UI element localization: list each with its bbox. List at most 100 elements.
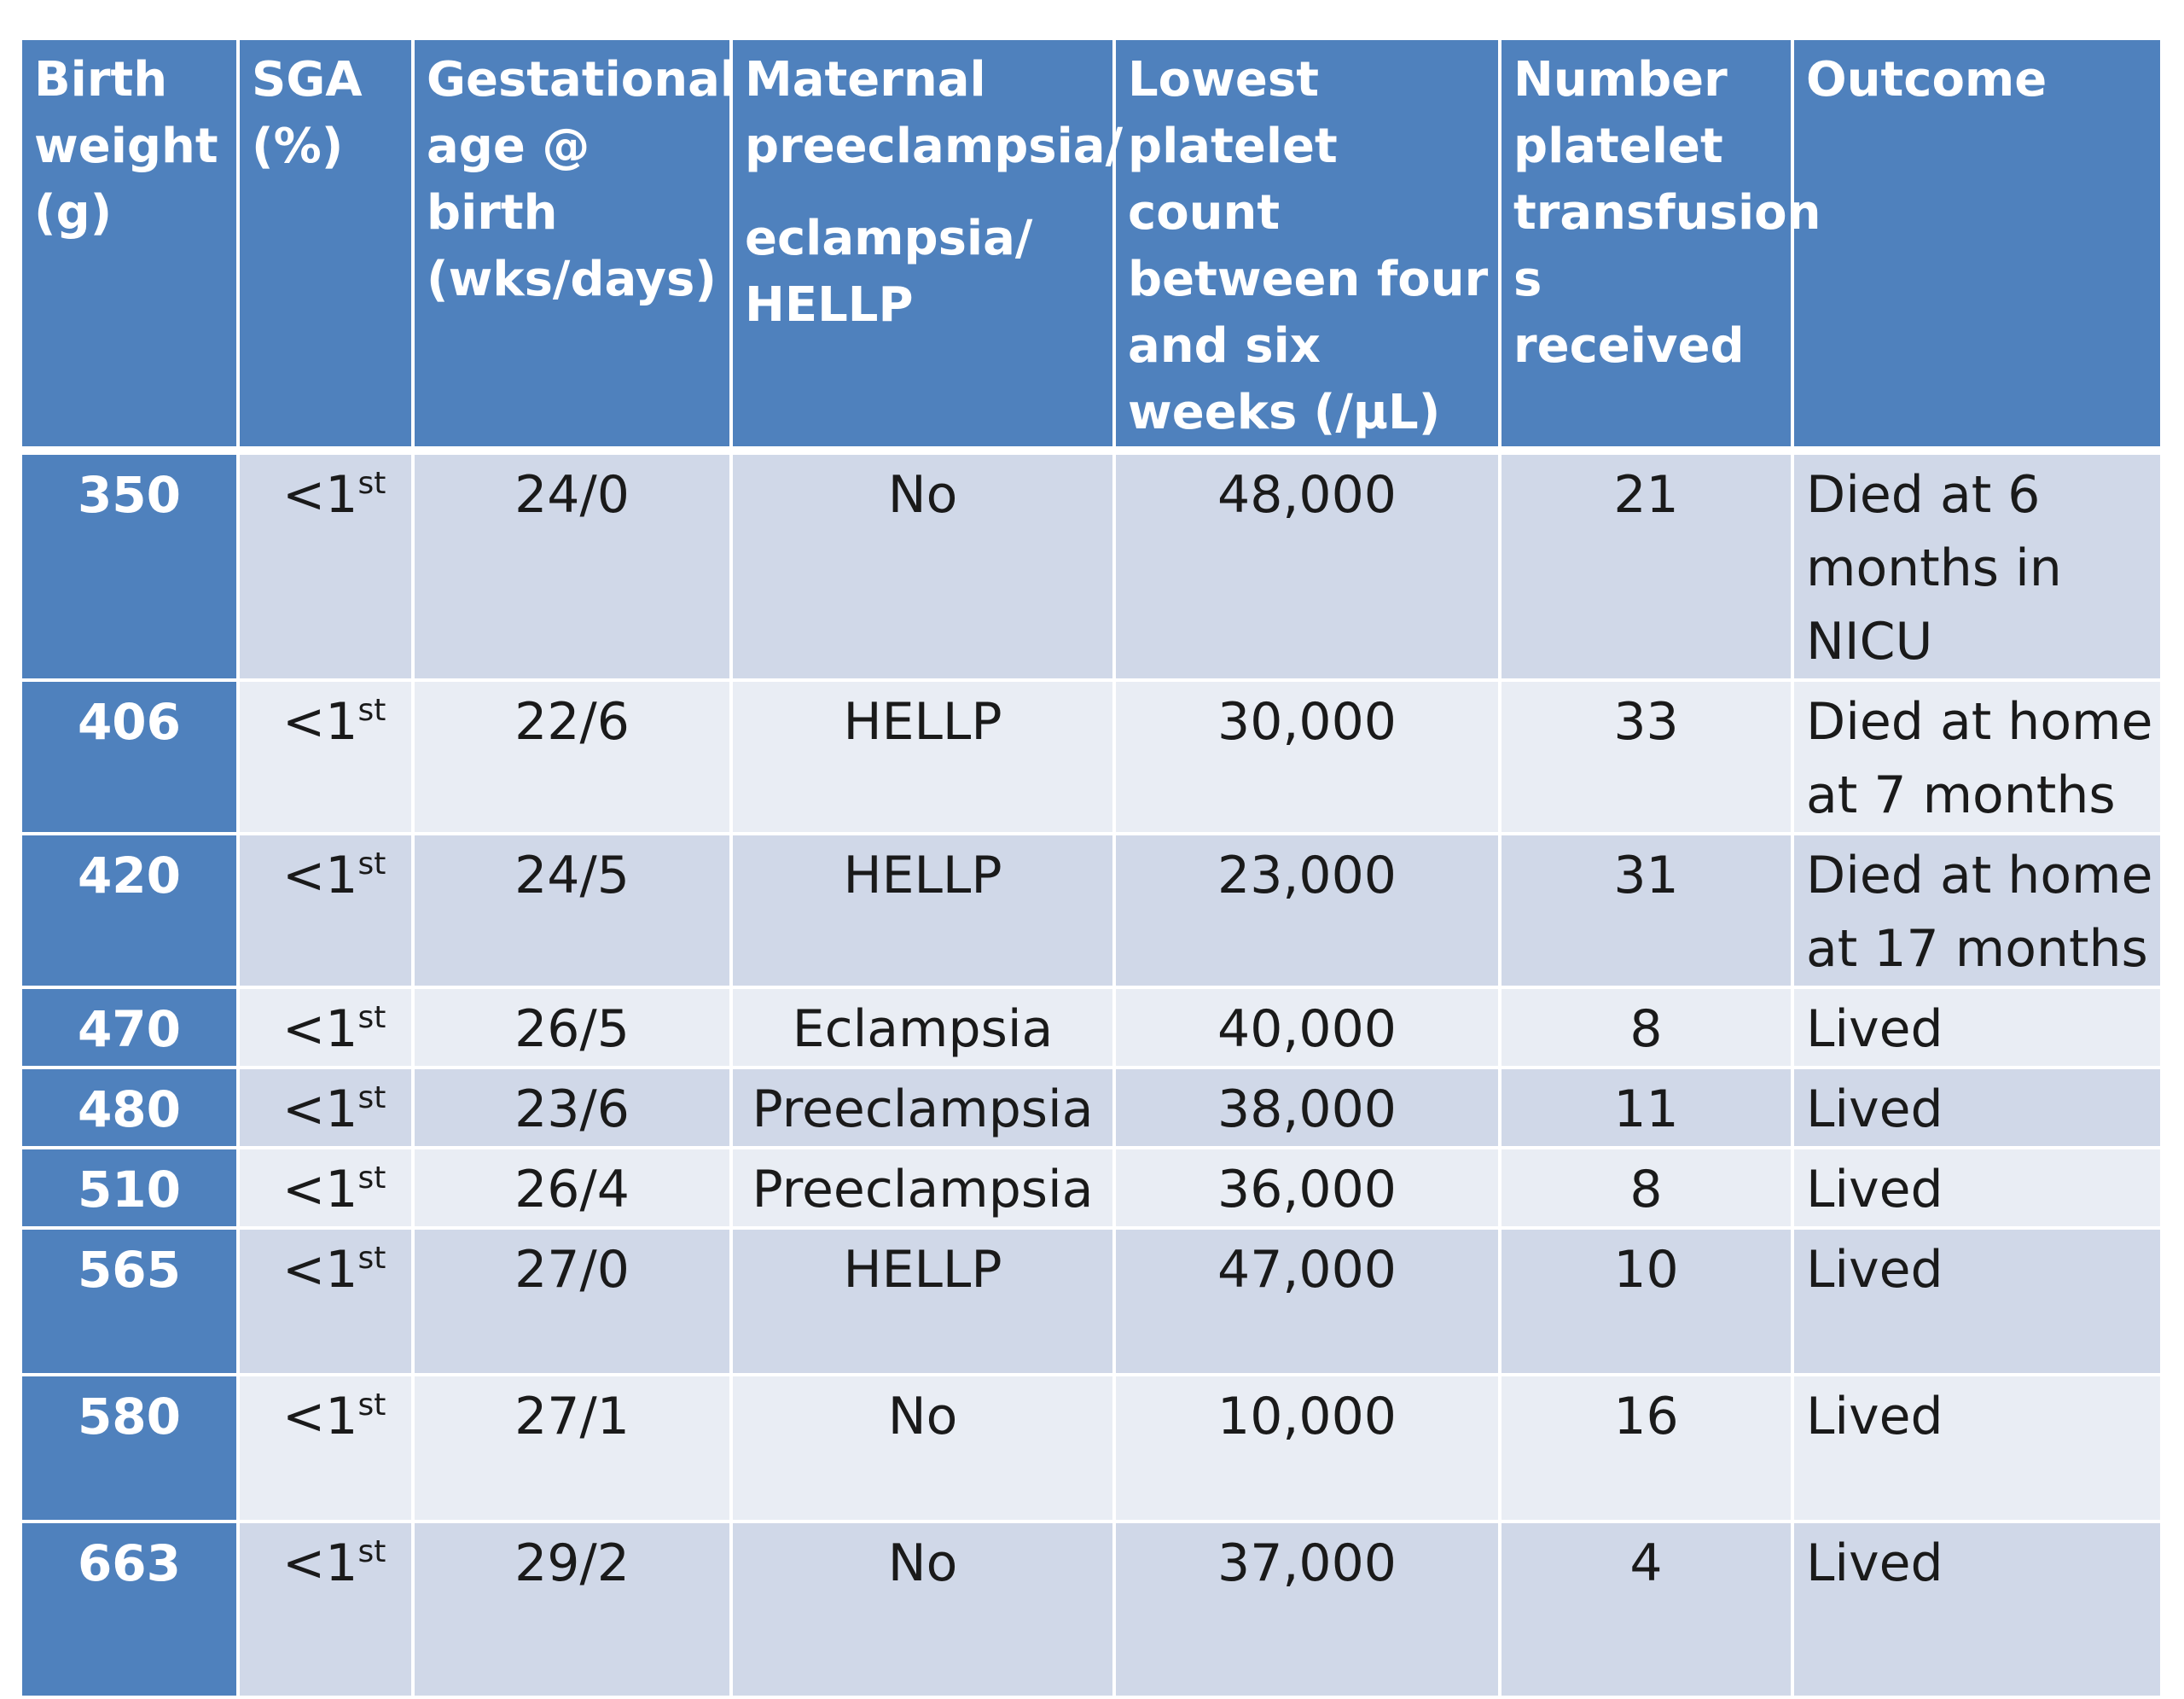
cell-maternal: No [729, 1373, 1116, 1523]
cell-sga: <1st [236, 1066, 415, 1149]
cell-outcome: Died at 6 months in NICU [1791, 449, 2164, 682]
cell-birth-weight: 470 [19, 986, 240, 1069]
table-row: 406 <1st 22/6 HELLP 30,000 33 Died at home at … [19, 678, 2164, 835]
cell-gestational-age: 27/1 [411, 1373, 733, 1523]
cell-gestational-age: 24/0 [411, 449, 733, 682]
sga-superscript: st [357, 693, 386, 728]
cell-sga: <1st [236, 1226, 415, 1376]
cell-lowest-platelet: 30,000 [1112, 678, 1502, 835]
cell-transfusions: 8 [1498, 1146, 1794, 1230]
cell-maternal: Preeclampsia [729, 1146, 1116, 1230]
cell-birth-weight: 580 [19, 1373, 240, 1523]
cell-outcome: Died at home at 17 months [1791, 832, 2164, 989]
sga-value: <1 [282, 846, 358, 905]
cell-sga: <1st [236, 449, 415, 682]
sga-superscript: st [357, 1534, 386, 1569]
data-table-container: Birth weight (g) SGA (%) Gestational age… [19, 37, 2164, 1699]
data-table: Birth weight (g) SGA (%) Gestational age… [19, 37, 2164, 1699]
cell-lowest-platelet: 23,000 [1112, 832, 1502, 989]
sga-superscript: st [357, 1080, 386, 1115]
cell-gestational-age: 26/5 [411, 986, 733, 1069]
cell-birth-weight: 565 [19, 1226, 240, 1376]
cell-lowest-platelet: 37,000 [1112, 1520, 1502, 1699]
cell-transfusions: 33 [1498, 678, 1794, 835]
cell-maternal: HELLP [729, 1226, 1116, 1376]
sga-superscript: st [357, 1388, 386, 1423]
header-sga: SGA (%) [236, 37, 415, 455]
cell-lowest-platelet: 38,000 [1112, 1066, 1502, 1149]
cell-transfusions: 10 [1498, 1226, 1794, 1376]
cell-sga: <1st [236, 1146, 415, 1230]
table-row: 420 <1st 24/5 HELLP 23,000 31 Died at home at … [19, 832, 2164, 989]
cell-lowest-platelet: 40,000 [1112, 986, 1502, 1069]
cell-outcome: Died at home at 7 months [1791, 678, 2164, 835]
cell-lowest-platelet: 47,000 [1112, 1226, 1502, 1376]
cell-outcome: Lived [1791, 1226, 2164, 1376]
header-maternal-line1: Maternal preeclampsia/ [745, 52, 1124, 174]
header-birth-weight: Birth weight (g) [19, 37, 240, 455]
sga-superscript: st [357, 1000, 386, 1035]
table-row: 580 <1st 27/1 No 10,000 16 Lived [19, 1373, 2164, 1523]
cell-lowest-platelet: 36,000 [1112, 1146, 1502, 1230]
cell-outcome: Lived [1791, 1373, 2164, 1523]
cell-birth-weight: 663 [19, 1520, 240, 1699]
sga-value: <1 [282, 465, 358, 525]
sga-superscript: st [357, 466, 386, 501]
cell-maternal: No [729, 1520, 1116, 1699]
header-row: Birth weight (g) SGA (%) Gestational age… [19, 37, 2164, 455]
cell-gestational-age: 29/2 [411, 1520, 733, 1699]
header-maternal: Maternal preeclampsia/ eclampsia/ HELLP [729, 37, 1123, 455]
cell-maternal: HELLP [729, 678, 1116, 835]
sga-value: <1 [282, 1160, 358, 1219]
sga-value: <1 [282, 1533, 358, 1593]
cell-outcome: Lived [1791, 986, 2164, 1069]
cell-gestational-age: 27/0 [411, 1226, 733, 1376]
cell-lowest-platelet: 48,000 [1112, 449, 1502, 682]
cell-gestational-age: 26/4 [411, 1146, 733, 1230]
cell-transfusions: 11 [1498, 1066, 1794, 1149]
cell-birth-weight: 480 [19, 1066, 240, 1149]
cell-outcome: Lived [1791, 1066, 2164, 1149]
cell-outcome: Lived [1791, 1520, 2164, 1699]
table-row: 510 <1st 26/4 Preeclampsia 36,000 8 Lived [19, 1146, 2164, 1230]
header-lowest-platelet: Lowest platelet count between four and s… [1112, 37, 1502, 455]
sga-superscript: st [357, 1161, 386, 1196]
cell-gestational-age: 22/6 [411, 678, 733, 835]
cell-birth-weight: 406 [19, 678, 240, 835]
cell-transfusions: 31 [1498, 832, 1794, 989]
cell-birth-weight: 420 [19, 832, 240, 989]
table-row: 350 <1st 24/0 No 48,000 21 Died at 6 months in… [19, 449, 2164, 682]
cell-gestational-age: 24/5 [411, 832, 733, 989]
cell-birth-weight: 350 [19, 449, 240, 682]
cell-sga: <1st [236, 986, 415, 1069]
cell-maternal: No [729, 449, 1116, 682]
sga-superscript: st [357, 1241, 386, 1276]
cell-transfusions: 16 [1498, 1373, 1794, 1523]
cell-outcome: Lived [1791, 1146, 2164, 1230]
cell-sga: <1st [236, 1520, 415, 1699]
header-maternal-line2: eclampsia/ HELLP [745, 211, 1033, 333]
table-body: 350 <1st 24/0 No 48,000 21 Died at 6 months in… [19, 449, 2164, 1699]
header-outcome: Outcome [1791, 37, 2164, 455]
cell-maternal: HELLP [729, 832, 1116, 989]
cell-gestational-age: 23/6 [411, 1066, 733, 1149]
header-transfusions: Number platelet transfusion s received [1498, 37, 1821, 455]
cell-maternal: Preeclampsia [729, 1066, 1116, 1149]
cell-sga: <1st [236, 678, 415, 835]
sga-value: <1 [282, 1387, 358, 1446]
table-row: 565 <1st 27/0 HELLP 47,000 10 Lived [19, 1226, 2164, 1376]
cell-lowest-platelet: 10,000 [1112, 1373, 1502, 1523]
sga-superscript: st [357, 847, 386, 882]
table-row: 663 <1st 29/2 No 37,000 4 Lived [19, 1520, 2164, 1699]
cell-transfusions: 4 [1498, 1520, 1794, 1699]
table-row: 480 <1st 23/6 Preeclampsia 38,000 11 Lived [19, 1066, 2164, 1149]
sga-value: <1 [282, 1240, 358, 1300]
cell-transfusions: 8 [1498, 986, 1794, 1069]
sga-value: <1 [282, 1079, 358, 1139]
cell-maternal: Eclampsia [729, 986, 1116, 1069]
cell-sga: <1st [236, 1373, 415, 1523]
cell-birth-weight: 510 [19, 1146, 240, 1230]
table-row: 470 <1st 26/5 Eclampsia 40,000 8 Lived [19, 986, 2164, 1069]
sga-value: <1 [282, 692, 358, 752]
header-gestational-age: Gestational age @ birth (wks/days) [411, 37, 736, 455]
